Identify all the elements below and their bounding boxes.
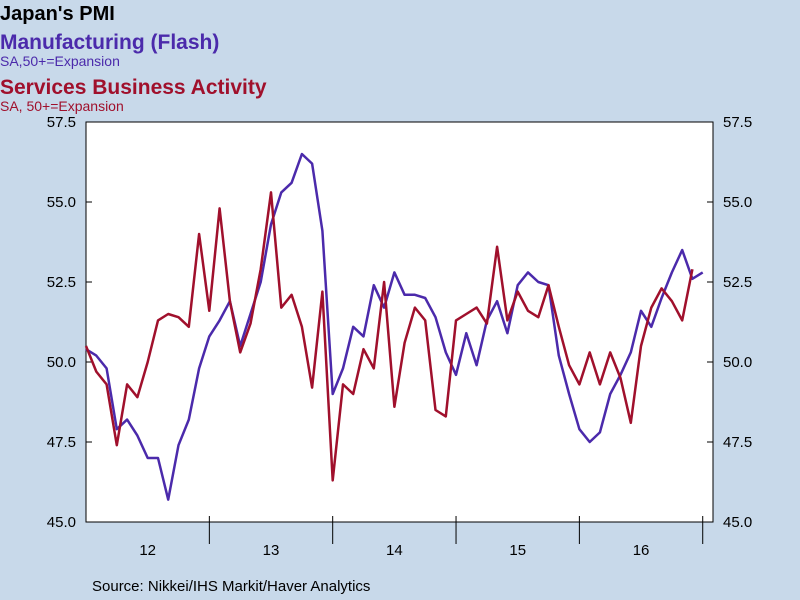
x-tick-label: 13: [263, 542, 280, 559]
y-tick-label-left: 57.5: [47, 114, 76, 131]
y-tick-label-left: 52.5: [47, 274, 76, 291]
y-tick-label-left: 50.0: [47, 354, 76, 371]
x-tick-label: 12: [139, 542, 156, 559]
series-1-note: SA,50+=Expansion: [0, 53, 120, 69]
manufacturing-series-line: [85, 152, 704, 501]
y-tick-label-right: 45.0: [723, 514, 752, 531]
y-tick-label-right: 47.5: [723, 434, 752, 451]
chart-title: Japan's PMI: [0, 3, 115, 25]
series-1-title: Manufacturing (Flash): [0, 31, 220, 54]
y-tick-label-left: 55.0: [47, 194, 76, 211]
series-2-note: SA, 50+=Expansion: [0, 98, 124, 114]
y-tick-label-right: 50.0: [723, 354, 752, 371]
x-tick-label: 15: [509, 542, 526, 559]
x-tick-label: 14: [386, 542, 403, 559]
plot-area: [85, 121, 714, 523]
y-tick-label-right: 55.0: [723, 194, 752, 211]
y-tick-label-left: 47.5: [47, 434, 76, 451]
x-tick-label: 16: [633, 542, 650, 559]
y-tick-label-right: 57.5: [723, 114, 752, 131]
services-series-line: [84, 191, 694, 482]
series-2-title: Services Business Activity: [0, 76, 267, 99]
y-tick-label-left: 45.0: [47, 514, 76, 531]
source-note: Source: Nikkei/IHS Markit/Haver Analytic…: [92, 578, 371, 595]
y-tick-label-right: 52.5: [723, 274, 752, 291]
